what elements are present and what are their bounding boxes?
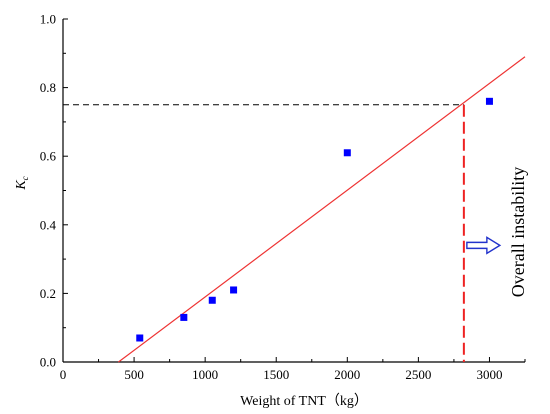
y-tick-label: 0.0 <box>40 355 56 370</box>
axes <box>62 19 525 363</box>
x-tick-label: 500 <box>124 367 144 382</box>
annotation: Overall instability <box>466 167 528 297</box>
x-tick-label: 1000 <box>192 367 218 382</box>
right-arrow-icon <box>466 236 502 255</box>
data-point <box>485 97 493 105</box>
y-tick-label: 0.6 <box>40 149 57 164</box>
x-tick-label: 0 <box>60 367 67 382</box>
y-axis-title-sub: c <box>20 176 30 180</box>
y-axis-title-main: K <box>14 180 29 191</box>
fit-line <box>118 56 526 363</box>
data-point <box>136 334 144 342</box>
x-axis-title: Weight of TNT（kg） <box>240 393 368 409</box>
svg-text:Kc: Kc <box>14 176 30 190</box>
data-point <box>343 149 351 157</box>
y-tick-label: 0.2 <box>40 286 56 301</box>
fit-line-group <box>118 56 526 363</box>
x-tick-label: 2500 <box>405 367 431 382</box>
y-tick-label: 0.4 <box>40 217 57 232</box>
data-point <box>230 286 238 294</box>
data-point <box>208 296 216 304</box>
data-point <box>180 313 188 321</box>
y-tick-label: 1.0 <box>40 12 56 27</box>
y-axis-title: Kc <box>14 176 30 190</box>
x-tick-label: 1500 <box>263 367 289 382</box>
data-points <box>136 97 493 342</box>
annotation-text: Overall instability <box>508 167 528 297</box>
y-tick-label: 0.8 <box>40 80 56 95</box>
x-tick-label: 2000 <box>334 367 360 382</box>
ticks: 0 500 1000 1500 2000 2500 3000 0.0 0.2 0.4 0.6 0.8 1… <box>40 12 526 382</box>
x-tick-label: 3000 <box>476 367 502 382</box>
threshold-guides <box>63 104 465 362</box>
